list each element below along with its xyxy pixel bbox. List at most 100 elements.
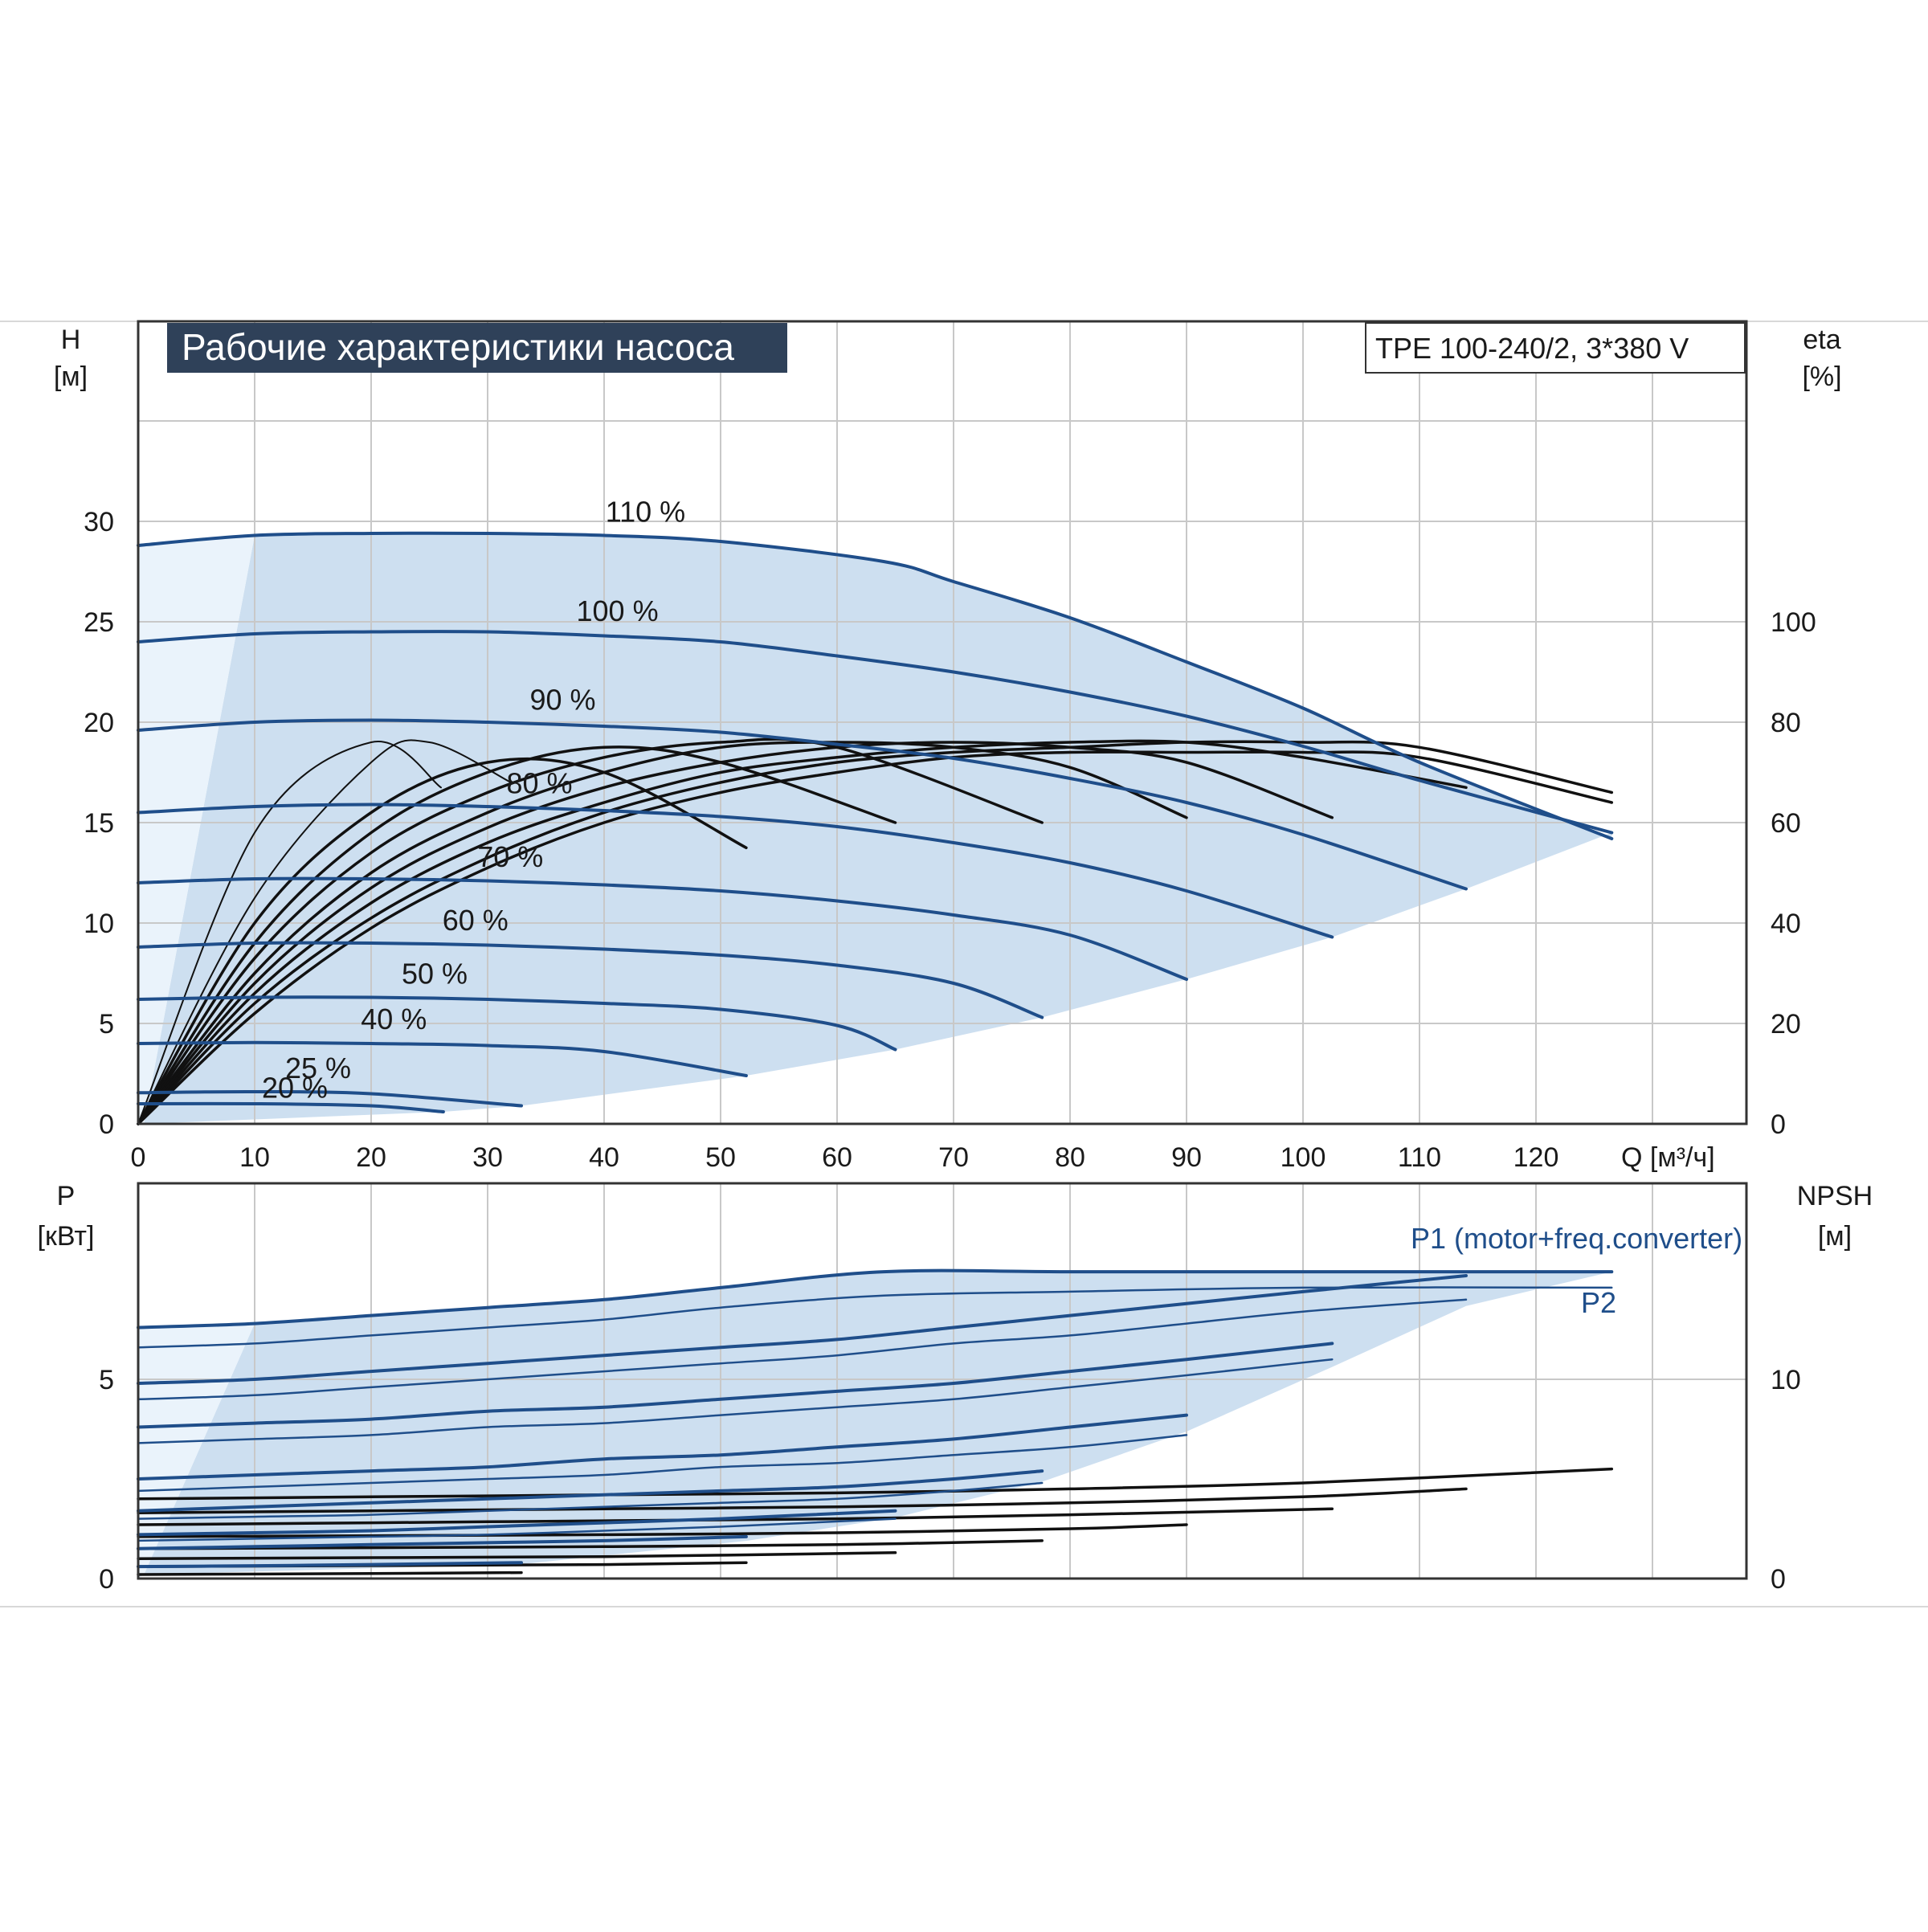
x-tick-label: 120	[1513, 1142, 1559, 1173]
speed-label: 100 %	[577, 594, 659, 627]
y-tick-label: 15	[84, 808, 114, 839]
top-grid	[138, 321, 1746, 1124]
chart-title: Рабочие характеристики насоса	[182, 326, 734, 368]
y2-tick-label: 40	[1771, 909, 1801, 939]
eta-curve	[137, 740, 1614, 1125]
p1-series-label: P1 (motor+freq.converter)	[1411, 1222, 1742, 1255]
model-label: TPE 100-240/2, 3*380 V	[1375, 332, 1689, 365]
power-npsh-curves	[137, 1268, 1614, 1576]
speed-label: 40 %	[361, 1003, 427, 1035]
y2-tick-label: 100	[1771, 607, 1816, 638]
y-axis-unit-h: [м]	[54, 361, 88, 392]
y2-axis-unit-npsh: [м]	[1818, 1221, 1852, 1252]
npsh-curve	[137, 1551, 897, 1560]
head-curve	[137, 531, 1614, 840]
p2-curve	[137, 1434, 1188, 1493]
x-tick-label: 60	[822, 1142, 852, 1173]
head-curve	[137, 1040, 748, 1077]
eta-curve	[137, 757, 748, 1125]
speed-label: 70 %	[477, 840, 543, 873]
y-tick-label: 10	[84, 909, 114, 939]
p1-curve	[137, 1509, 897, 1537]
npsh-curve	[137, 1487, 1468, 1514]
x-tick-label: 70	[938, 1142, 969, 1173]
p1-curve	[137, 1274, 1468, 1385]
y2-axis-label-eta: eta	[1803, 325, 1840, 355]
operating-range-fill	[144, 533, 1612, 1124]
head-curve	[137, 1101, 445, 1113]
p1-curve	[137, 1268, 1614, 1330]
y2-axis-unit-eta: [%]	[1802, 361, 1841, 392]
x-tick-label: 30	[472, 1142, 503, 1173]
speed-label: 20 %	[262, 1072, 328, 1105]
x-tick-label: 10	[239, 1142, 270, 1173]
y-axis-label-h: H	[61, 325, 81, 355]
y-tick-label: 20	[84, 708, 114, 738]
head-curve	[137, 1089, 523, 1108]
top-plot-frame	[137, 320, 1748, 1125]
p-tick-label: 0	[99, 1564, 114, 1595]
y-tick-label: 25	[84, 607, 114, 638]
y2-tick-label: 80	[1771, 708, 1801, 738]
npsh-tick-label: 10	[1771, 1365, 1801, 1395]
npsh-curve	[137, 1523, 1188, 1538]
efficiency-curves	[137, 737, 1614, 1125]
y2-tick-label: 60	[1771, 808, 1801, 839]
speed-label: 110 %	[606, 496, 685, 529]
x-tick-label: 80	[1055, 1142, 1085, 1173]
head-curve	[137, 803, 1334, 939]
npsh-curve	[137, 1539, 1044, 1550]
p2-curve	[137, 1517, 897, 1542]
y-axis-unit-p: [кВт]	[38, 1221, 95, 1252]
p2-curve	[137, 1298, 1468, 1401]
x-tick-label: 20	[356, 1142, 386, 1173]
npsh-tick-label: 0	[1771, 1564, 1786, 1595]
p1-curve	[137, 1469, 1044, 1513]
low-flow-wedge	[138, 535, 255, 1124]
p2-curve	[137, 1286, 1613, 1349]
eta-curve	[137, 740, 442, 1125]
p2-curve	[137, 1358, 1334, 1444]
p2-series-label: P2	[1581, 1286, 1616, 1319]
p1-curve	[137, 1342, 1334, 1429]
head-curve	[137, 941, 1044, 1019]
eta-curve	[137, 745, 897, 1125]
npsh-curve	[137, 1467, 1614, 1501]
y-tick-label: 30	[84, 507, 114, 537]
speed-label: 50 %	[402, 958, 468, 991]
head-curves	[137, 531, 1614, 1113]
speed-label: 25 %	[285, 1052, 351, 1084]
y2-tick-label: 20	[1771, 1009, 1801, 1040]
x-tick-label: 90	[1171, 1142, 1202, 1173]
head-curve	[137, 630, 1614, 835]
eta-curve	[137, 741, 1334, 1125]
eta-curve	[137, 739, 1468, 1125]
y2-axis-label-npsh: NPSH	[1797, 1181, 1873, 1211]
p2-curve	[137, 1481, 1044, 1520]
p1-curve	[137, 1561, 523, 1569]
x-tick-label: 40	[589, 1142, 619, 1173]
y2-tick-label: 0	[1771, 1109, 1786, 1140]
y-axis-label-p: P	[57, 1181, 76, 1211]
eta-curve	[137, 750, 1614, 1125]
x-tick-label: 50	[705, 1142, 736, 1173]
head-curve	[137, 995, 897, 1052]
speed-label: 80 %	[507, 767, 573, 800]
y-tick-label: 5	[99, 1009, 114, 1040]
top-tick-labels: 0 10 20 30 40 50 60 70 80 90 100 110 120 0 5 10 15 20 25 30…	[84, 507, 1816, 1173]
head-curve	[137, 718, 1468, 891]
x-axis-label: Q [м³/ч]	[1621, 1142, 1715, 1173]
model-box	[1365, 322, 1746, 374]
top-operating-area	[138, 533, 1612, 1124]
bottom-plot-frame	[137, 1182, 1748, 1580]
bottom-tick-labels: 0 5 0 10	[99, 1365, 1801, 1595]
speed-label: 90 %	[530, 684, 596, 717]
head-curve	[137, 876, 1188, 981]
power-low-flow-wedge	[138, 1323, 255, 1579]
speed-label: 60 %	[443, 904, 509, 937]
x-tick-label: 110	[1398, 1142, 1441, 1173]
title-badge	[167, 323, 787, 373]
eta-curve	[137, 739, 512, 1125]
